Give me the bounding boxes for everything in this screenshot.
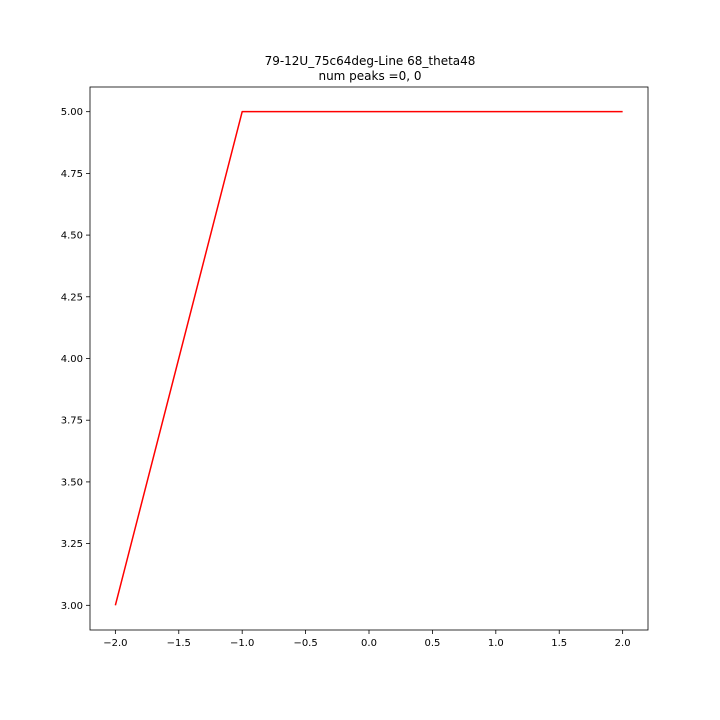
- x-tick-label: −1.0: [230, 638, 254, 649]
- y-tick-label: 4.75: [61, 169, 83, 180]
- x-tick-label: −2.0: [103, 638, 127, 649]
- y-tick-label: 4.50: [61, 231, 83, 242]
- chart-title: 79-12U_75c64deg-Line 68_theta48: [264, 54, 476, 68]
- series-line-0: [114, 110, 623, 606]
- x-tick-label: −1.5: [167, 638, 191, 649]
- x-axis: −2.0 −1.5 −1.0 −0.5 0.0 0.5 1.0 1.5 2.0: [103, 630, 631, 649]
- y-tick-label: 4.25: [61, 292, 83, 303]
- y-tick-label: 3.00: [61, 601, 83, 612]
- y-tick-label: 3.50: [61, 477, 83, 488]
- y-axis: 3.00 3.25 3.50 3.75 4.00 4.25 4.50 4.75 5.00: [61, 107, 90, 612]
- x-tick-label: −0.5: [293, 638, 317, 649]
- x-tick-label: 0.5: [424, 638, 440, 649]
- x-tick-label: 0.0: [361, 638, 377, 649]
- plot-frame: [89, 86, 649, 631]
- y-tick-label: 4.00: [61, 354, 83, 365]
- y-tick-label: 3.75: [61, 416, 83, 427]
- y-tick-label: 3.25: [61, 539, 83, 550]
- y-tick-label: 5.00: [61, 107, 83, 118]
- x-tick-label: 1.5: [551, 638, 567, 649]
- x-tick-label: 2.0: [615, 638, 631, 649]
- x-tick-label: 1.0: [488, 638, 504, 649]
- chart-subtitle: num peaks =0, 0: [318, 69, 422, 83]
- series-layer: [114, 110, 623, 606]
